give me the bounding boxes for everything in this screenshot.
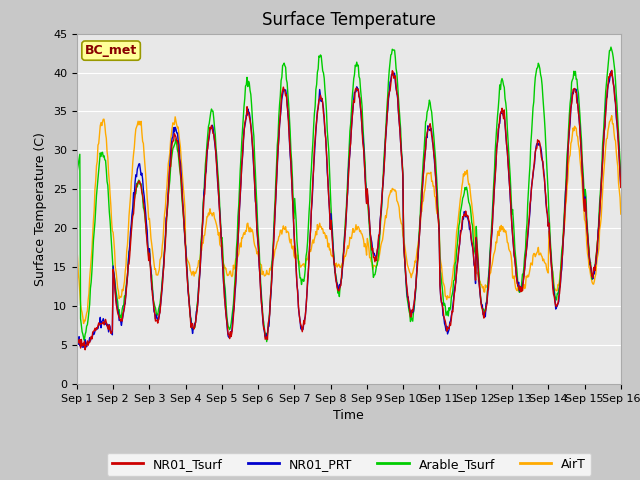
NR01_Tsurf [73,330,81,336]
NR01_PRT [140,187,147,193]
NR01_Tsurf [416,231,424,237]
NR01_Tsurf [140,199,147,204]
Arable_Tsurf [83,324,90,329]
Line: Arable_Tsurf: Arable_Tsurf [77,47,621,342]
NR01_Tsurf [223,324,231,329]
AirT [223,273,231,278]
AirT [84,308,92,314]
Arable_Tsurf [139,194,147,200]
Arable_Tsurf [617,178,625,183]
AirT [617,211,625,217]
NR01_PRT [79,344,86,350]
NR01_Tsurf [84,338,92,344]
Line: NR01_PRT: NR01_PRT [77,72,621,347]
AirT [431,194,439,200]
Y-axis label: Surface Temperature (C): Surface Temperature (C) [35,132,47,286]
AirT [195,258,202,264]
Title: Surface Temperature: Surface Temperature [262,11,436,29]
Arable_Tsurf [73,171,81,177]
X-axis label: Time: Time [333,409,364,422]
NR01_PRT [223,326,231,332]
NR01_PRT [617,184,625,190]
Line: AirT: AirT [77,116,621,324]
NR01_Tsurf [617,184,625,190]
AirT [80,321,88,326]
Arable_Tsurf [431,155,439,160]
NR01_PRT [607,69,615,74]
AirT [140,141,147,146]
NR01_PRT [416,229,424,235]
NR01_PRT [84,339,92,345]
NR01_PRT [195,285,202,290]
Arable_Tsurf [263,339,271,345]
Legend: NR01_Tsurf, NR01_PRT, Arable_Tsurf, AirT: NR01_Tsurf, NR01_PRT, Arable_Tsurf, AirT [106,453,591,476]
NR01_PRT [73,335,81,340]
Arable_Tsurf [194,297,202,302]
Arable_Tsurf [416,224,424,229]
NR01_Tsurf [81,347,89,353]
AirT [416,229,424,235]
NR01_Tsurf [608,68,616,73]
NR01_Tsurf [195,289,202,295]
Line: NR01_Tsurf: NR01_Tsurf [77,71,621,350]
Arable_Tsurf [607,44,615,50]
NR01_Tsurf [431,172,439,178]
AirT [608,113,616,119]
AirT [73,244,81,250]
Arable_Tsurf [223,310,230,316]
Text: BC_met: BC_met [85,44,137,57]
NR01_PRT [431,170,439,176]
